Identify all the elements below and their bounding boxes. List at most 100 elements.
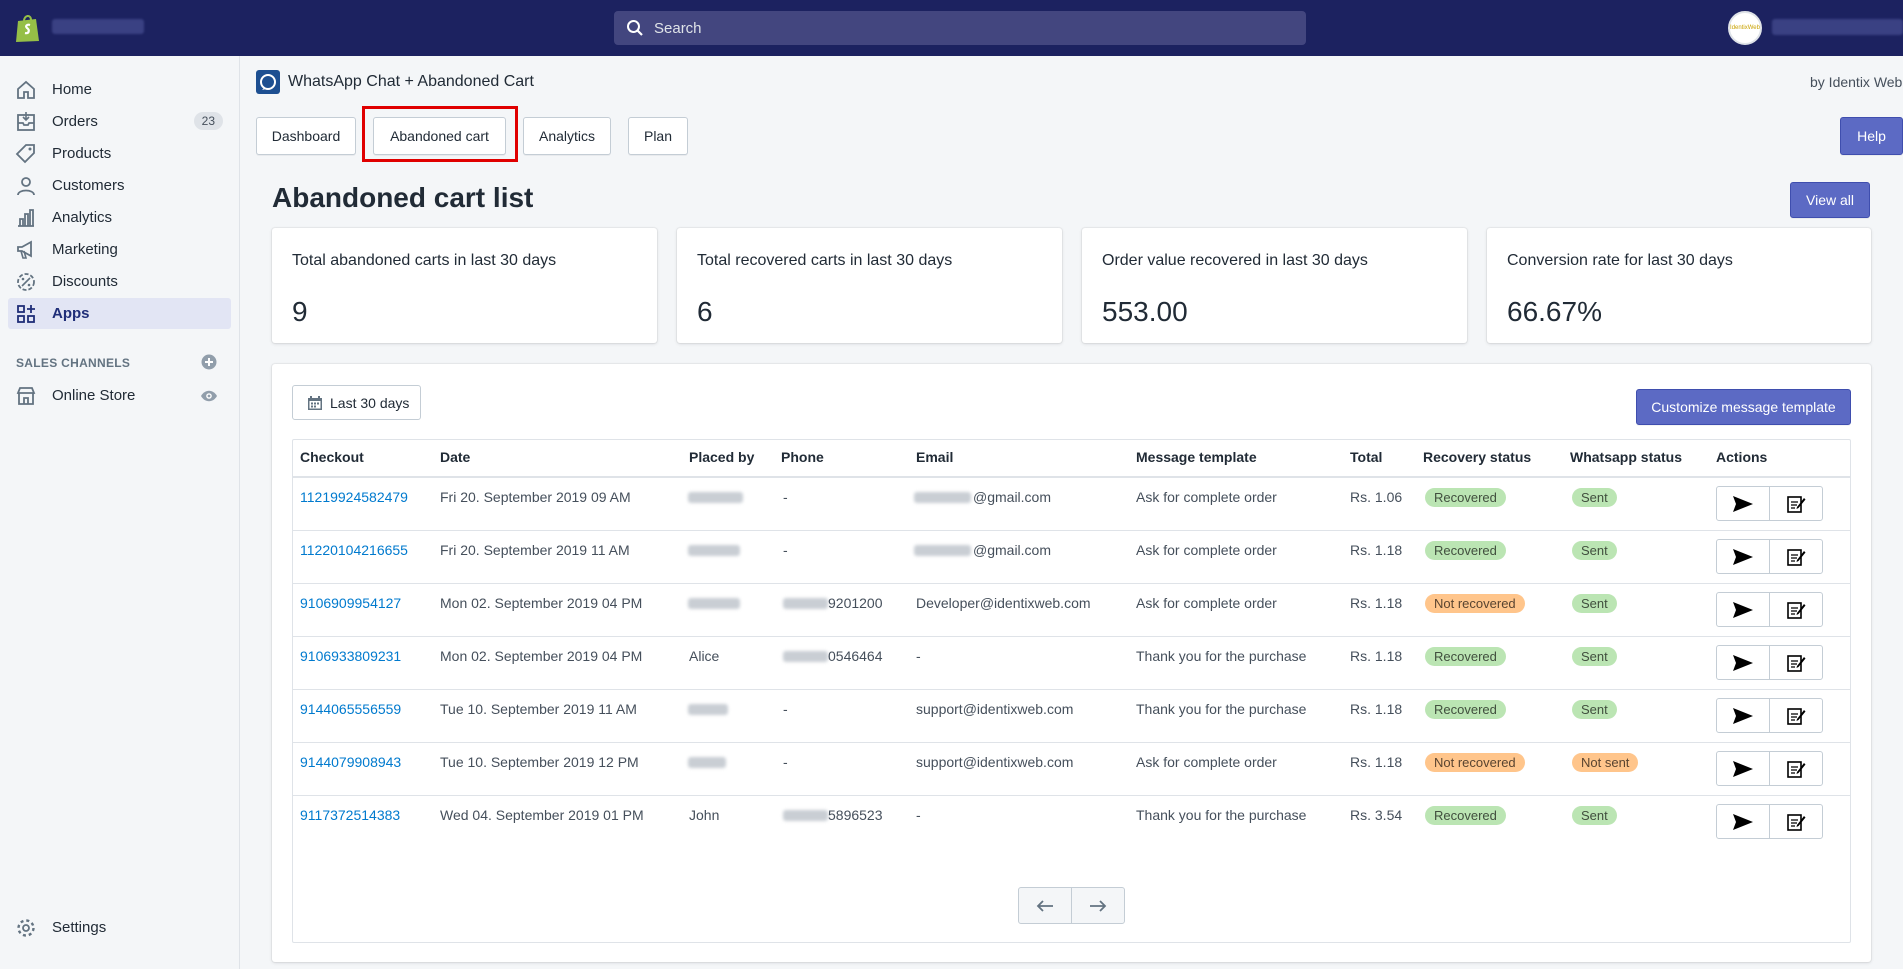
col-header-total[interactable]: Total — [1350, 449, 1383, 465]
prev-page-button[interactable] — [1018, 887, 1072, 924]
user-name-redacted[interactable] — [1772, 19, 1903, 35]
checkout-link[interactable]: 9144079908943 — [300, 754, 402, 770]
sidebar-item-products[interactable]: Products — [8, 138, 231, 169]
sidebar-item-discounts[interactable]: Discounts — [8, 266, 231, 297]
edit-template-button[interactable] — [1769, 645, 1823, 680]
whatsapp-status-badge: Sent — [1572, 647, 1617, 666]
checkout-link[interactable]: 11220104216655 — [300, 542, 408, 558]
add-channel-icon[interactable] — [201, 354, 217, 370]
edit-template-button[interactable] — [1769, 539, 1823, 574]
row-template: Ask for complete order — [1136, 489, 1277, 505]
col-header-phone[interactable]: Phone — [781, 449, 824, 465]
date-filter-button[interactable]: Last 30 days — [292, 385, 421, 420]
store-icon — [16, 387, 36, 405]
row-phone: - — [783, 542, 788, 558]
send-message-button[interactable] — [1716, 539, 1770, 574]
row-phone: - — [783, 489, 788, 505]
row-date: Mon 02. September 2019 04 PM — [440, 595, 643, 611]
row-divider — [292, 636, 1851, 637]
col-header-email[interactable]: Email — [916, 449, 954, 465]
sidebar-item-label: Apps — [52, 305, 90, 322]
app-developer-credit[interactable]: by Identix Web — [1810, 74, 1903, 90]
stat-label: Conversion rate for last 30 days — [1507, 252, 1733, 269]
search-icon — [627, 20, 643, 36]
checkout-link[interactable]: 9106933809231 — [300, 648, 402, 664]
recovery-status-badge: Not recovered — [1425, 594, 1525, 613]
whatsapp-app-logo-icon — [256, 70, 280, 94]
send-message-button[interactable] — [1716, 804, 1770, 839]
customize-template-button[interactable]: Customize message template — [1636, 389, 1851, 425]
shopify-bag-icon[interactable] — [14, 13, 42, 43]
send-icon — [1733, 813, 1753, 830]
row-divider — [292, 742, 1851, 743]
whatsapp-status-badge: Sent — [1572, 541, 1617, 560]
col-header-recovery-status[interactable]: Recovery status — [1423, 449, 1532, 465]
sidebar-item-customers[interactable]: Customers — [8, 170, 231, 201]
row-email: support@identixweb.com — [916, 701, 1074, 717]
next-page-button[interactable] — [1071, 887, 1125, 924]
home-icon — [17, 80, 35, 99]
col-header-checkout[interactable]: Checkout — [300, 449, 364, 465]
stat-card-order-value: Order value recovered in last 30 days 55… — [1082, 228, 1467, 343]
send-message-button[interactable] — [1716, 698, 1770, 733]
row-total: Rs. 1.06 — [1350, 489, 1403, 505]
arrow-right-icon — [1090, 899, 1107, 912]
search-bar[interactable]: Search — [614, 11, 1306, 45]
sidebar-item-apps[interactable]: Apps — [8, 298, 231, 329]
send-message-button[interactable] — [1716, 592, 1770, 627]
row-email: support@identixweb.com — [916, 754, 1074, 770]
email-redacted — [914, 492, 971, 503]
edit-template-button[interactable] — [1769, 698, 1823, 733]
send-message-button[interactable] — [1716, 486, 1770, 521]
row-divider — [292, 795, 1851, 796]
checkout-link[interactable]: 9117372514383 — [300, 807, 401, 823]
store-name-redacted[interactable] — [52, 19, 144, 34]
checkout-link[interactable]: 9144065556559 — [300, 701, 402, 717]
sidebar-item-analytics[interactable]: Analytics — [8, 202, 231, 233]
row-total: Rs. 1.18 — [1350, 595, 1403, 611]
orders-icon — [17, 112, 35, 131]
send-message-button[interactable] — [1716, 751, 1770, 786]
row-date: Fri 20. September 2019 09 AM — [440, 489, 631, 505]
apps-icon — [17, 305, 35, 323]
tab-dashboard[interactable]: Dashboard — [256, 117, 356, 155]
sidebar-item-online-store[interactable]: Online Store — [8, 380, 231, 411]
col-header-message-template[interactable]: Message template — [1136, 449, 1257, 465]
page-title: Abandoned cart list — [272, 182, 534, 213]
sidebar-item-home[interactable]: Home — [8, 74, 231, 105]
col-header-date[interactable]: Date — [440, 449, 471, 465]
eye-icon[interactable] — [200, 389, 218, 403]
row-phone: - — [783, 754, 788, 770]
checkout-link[interactable]: 11219924582479 — [300, 489, 408, 505]
col-header-whatsapp-status[interactable]: Whatsapp status — [1570, 449, 1683, 465]
active-tab-highlight — [362, 106, 518, 162]
stat-label: Total abandoned carts in last 30 days — [292, 252, 557, 269]
row-actions — [1716, 804, 1823, 839]
edit-template-button[interactable] — [1769, 804, 1823, 839]
row-phone: 0546464 — [828, 648, 883, 664]
gear-icon — [17, 919, 35, 937]
tab-analytics[interactable]: Analytics — [523, 117, 611, 155]
row-template: Thank you for the purchase — [1136, 701, 1307, 717]
sidebar-item-orders[interactable]: Orders 23 — [8, 106, 231, 137]
placed-by-redacted — [688, 492, 743, 503]
sidebar-item-settings[interactable]: Settings — [8, 912, 231, 943]
sidebar-item-label: Marketing — [52, 241, 118, 258]
phone-redacted — [783, 651, 828, 662]
view-all-button[interactable]: View all — [1790, 182, 1870, 218]
col-header-placed-by[interactable]: Placed by — [689, 449, 755, 465]
stat-label: Total recovered carts in last 30 days — [697, 252, 953, 269]
edit-template-button[interactable] — [1769, 592, 1823, 627]
tab-abandoned-cart[interactable]: Abandoned cart — [373, 117, 506, 155]
send-message-button[interactable] — [1716, 645, 1770, 680]
tab-plan[interactable]: Plan — [628, 117, 688, 155]
avatar[interactable]: IdentixWeb — [1728, 11, 1762, 45]
recovery-status-badge: Recovered — [1425, 541, 1506, 560]
checkout-link[interactable]: 9106909954127 — [300, 595, 402, 611]
tag-icon — [15, 144, 35, 164]
help-button[interactable]: Help — [1840, 117, 1903, 155]
row-placed-by: Alice — [689, 648, 720, 664]
edit-template-button[interactable] — [1769, 751, 1823, 786]
edit-template-button[interactable] — [1769, 486, 1823, 521]
sidebar-item-marketing[interactable]: Marketing — [8, 234, 231, 265]
